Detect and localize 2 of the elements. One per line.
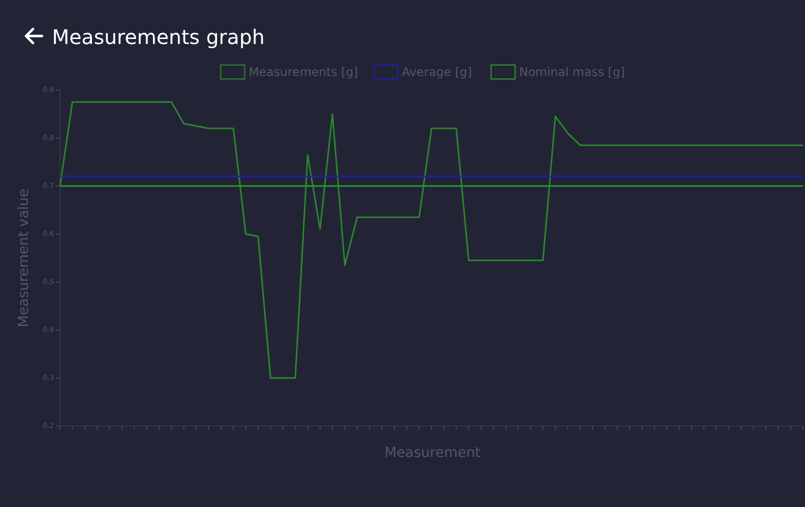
chart-title: Measurements graph — [52, 25, 265, 49]
line-series — [59, 101, 804, 379]
